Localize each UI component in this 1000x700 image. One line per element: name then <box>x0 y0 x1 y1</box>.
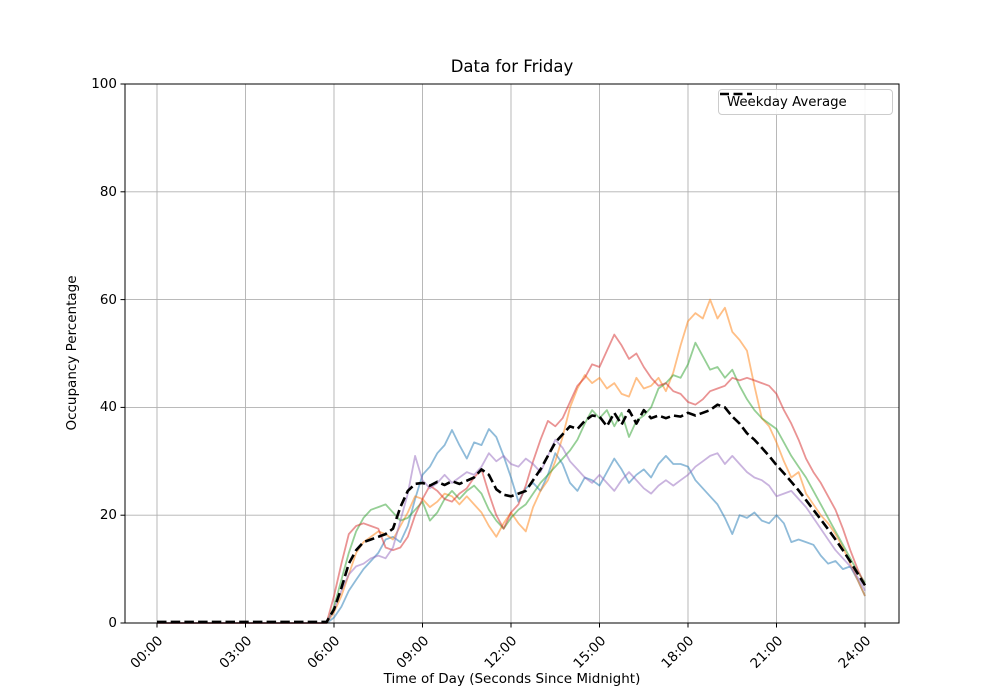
legend-label: Weekday Average <box>727 94 847 110</box>
y-tick-label: 20 <box>99 507 117 524</box>
series-weekday-average <box>157 403 867 624</box>
y-tick-label: 0 <box>108 615 117 631</box>
legend-dashed-line-sample <box>720 92 752 96</box>
chart-title: Data for Friday <box>450 57 574 76</box>
y-tick-label: 100 <box>91 76 117 92</box>
legend-box: Weekday Average <box>718 89 893 115</box>
x-axis-label: Time of Day (Seconds Since Midnight) <box>383 671 641 687</box>
y-tick-label: 80 <box>99 183 117 200</box>
y-tick-label: 40 <box>99 399 117 416</box>
axes-spines <box>124 83 900 624</box>
y-axis-label: Occupancy Percentage <box>64 275 80 431</box>
y-tick-label: 60 <box>99 291 117 308</box>
